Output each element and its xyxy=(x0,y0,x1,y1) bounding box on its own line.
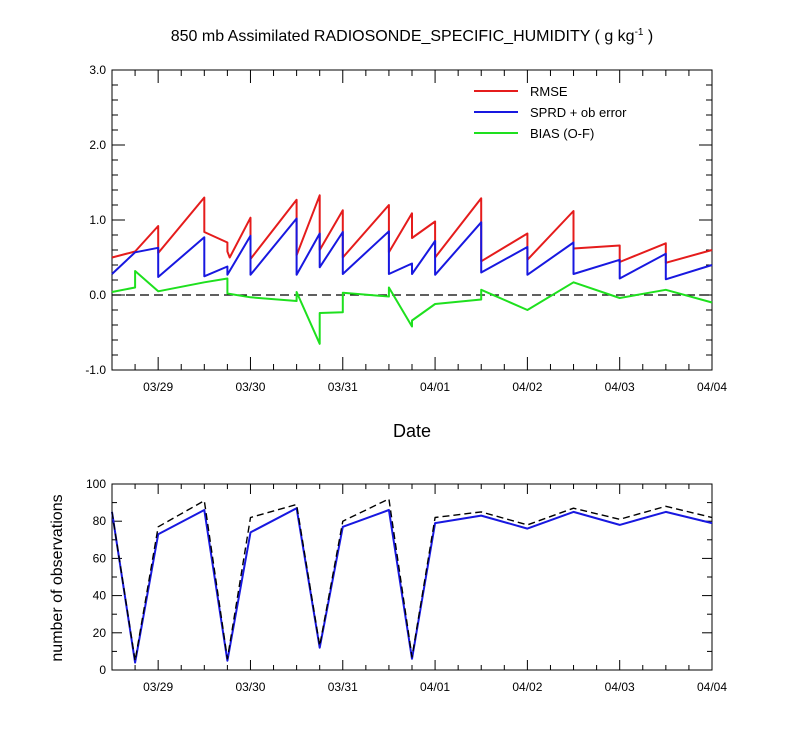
observations-panel: 0 20 40 60 80 100 03/29 03/30 03/31 04/01 04/02 04/… xyxy=(86,477,727,694)
x-tick-label: 04/03 xyxy=(605,380,635,394)
x-tick-label: 03/31 xyxy=(328,380,358,394)
x-tick-label: 04/04 xyxy=(697,680,727,694)
series-line-assimilated xyxy=(111,507,713,664)
x-tick-label: 03/30 xyxy=(235,680,265,694)
y-tick-label: 60 xyxy=(93,551,107,565)
legend-label: SPRD + ob error xyxy=(530,105,627,120)
series-line-rmse xyxy=(111,194,713,264)
x-tick-label: 04/01 xyxy=(420,680,450,694)
series-line-sprd-ob-error xyxy=(111,217,713,281)
y-tick-label: 80 xyxy=(93,514,107,528)
y-tick-label: -1.0 xyxy=(85,363,106,377)
x-tick-label: 04/03 xyxy=(605,680,635,694)
x-tick-label: 04/02 xyxy=(512,680,542,694)
series-line-possible xyxy=(111,498,713,662)
y-tick-label: 20 xyxy=(93,626,107,640)
x-tick-label: 04/02 xyxy=(512,380,542,394)
rmse-panel: -1.0 0.0 1.0 2.0 3.0 03/29 03/30 03/31 04/01 04/0… xyxy=(85,63,727,394)
y-tick-label: 100 xyxy=(86,477,106,491)
x-tick-label: 03/29 xyxy=(143,680,173,694)
y-tick-label: 2.0 xyxy=(89,138,106,152)
x-axis-label: Date xyxy=(393,421,431,441)
y-tick-label: 1.0 xyxy=(89,213,106,227)
x-tick-label: 03/31 xyxy=(328,680,358,694)
chart-title: 850 mb Assimilated RADIOSONDE_SPECIFIC_H… xyxy=(171,27,654,45)
legend-label: RMSE xyxy=(530,84,568,99)
series-line-bias-o-f xyxy=(111,270,713,345)
x-tick-label: 03/30 xyxy=(235,380,265,394)
y-tick-label: 0.0 xyxy=(89,288,106,302)
y-tick-label: 40 xyxy=(93,589,107,603)
y-tick-label: 0 xyxy=(99,663,106,677)
x-tick-label: 04/04 xyxy=(697,380,727,394)
x-tick-label: 04/01 xyxy=(420,380,450,394)
y-tick-label: 3.0 xyxy=(89,63,106,77)
y-axis-label-observations: number of observations xyxy=(49,494,66,661)
legend-label: BIAS (O-F) xyxy=(530,126,594,141)
x-tick-label: 03/29 xyxy=(143,380,173,394)
